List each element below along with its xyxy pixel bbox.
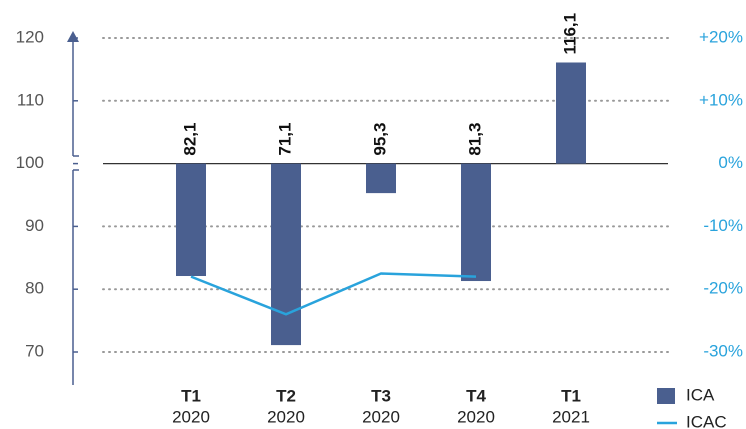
y-tick-label: 100	[16, 153, 44, 172]
x-tick-label: 2020	[172, 407, 210, 426]
y2-tick-label: -30%	[703, 341, 743, 360]
legend-label: ICA	[686, 385, 715, 404]
y-tick-label: 80	[25, 279, 44, 298]
x-tick-label: T1	[561, 386, 581, 405]
x-tick-label: 2020	[267, 407, 305, 426]
line	[190, 272, 477, 316]
data-label: 116,1	[560, 13, 579, 55]
x-tick-label: T1	[181, 386, 201, 405]
x-tick-label: T2	[276, 386, 296, 405]
legend-swatch	[657, 388, 675, 404]
y-tick-label: 110	[17, 90, 44, 109]
y2-tick-label: +20%	[699, 27, 743, 46]
y2-tick-label: -20%	[703, 279, 743, 298]
left-axis	[67, 31, 79, 385]
x-tick-label: T3	[371, 386, 391, 405]
bar	[366, 163, 396, 194]
y2-tick-label: 0%	[718, 153, 743, 172]
y2-tick-label: +10%	[699, 90, 743, 109]
x-tick-label: 2021	[552, 407, 590, 426]
x-tick-label: T4	[466, 386, 486, 405]
y-tick-label: 120	[16, 27, 44, 46]
y-tick-label: 90	[25, 216, 44, 235]
legend-label: ICAC	[686, 412, 727, 429]
data-label: 95,3	[370, 123, 389, 156]
x-tick-label: 2020	[457, 407, 495, 426]
y2-tick-label: -10%	[703, 216, 743, 235]
bar	[556, 62, 586, 164]
bar	[461, 163, 491, 282]
data-label: 71,1	[275, 123, 294, 156]
bar	[271, 163, 301, 346]
bar	[176, 163, 206, 277]
data-label: 81,3	[465, 123, 484, 156]
x-tick-label: 2020	[362, 407, 400, 426]
y-tick-label: 70	[25, 341, 44, 360]
data-label: 82,1	[180, 123, 199, 156]
